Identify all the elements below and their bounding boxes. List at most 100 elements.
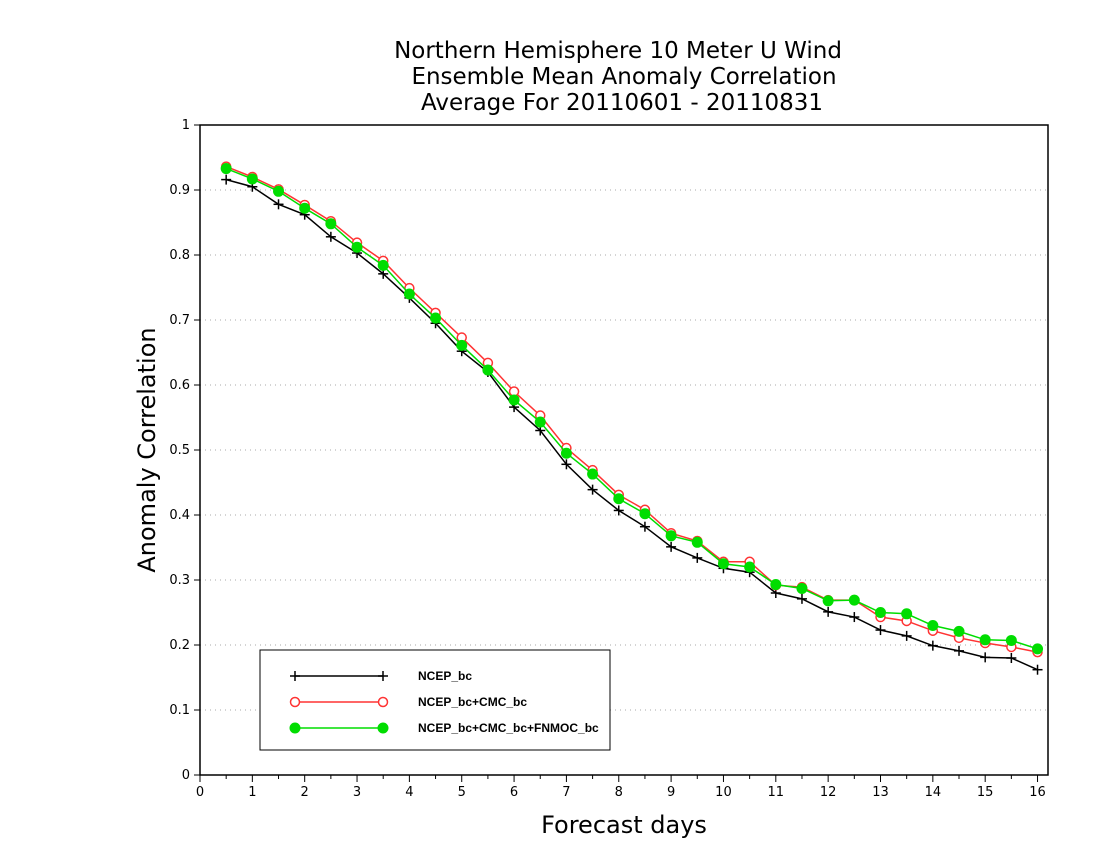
legend-label: NCEP_bc (418, 669, 472, 683)
legend: NCEP_bc NCEP_bc+CMC_bc NCEP_bc+CMC_bc+FNMO… (259, 649, 611, 751)
data-point (613, 505, 624, 516)
x-tick-label: 4 (405, 785, 413, 800)
data-point (691, 536, 703, 548)
y-tick-label: 0.6 (169, 378, 190, 393)
y-tick-label: 0 (182, 768, 190, 783)
data-point (692, 552, 703, 563)
x-tick-label: 9 (667, 785, 675, 800)
data-point (561, 459, 572, 470)
data-point (246, 173, 258, 185)
data-point (613, 493, 625, 505)
series-line (225, 167, 1038, 650)
data-point (717, 558, 729, 570)
x-tick-label: 10 (715, 785, 732, 800)
x-tick-label: 7 (562, 785, 570, 800)
legend-marker (378, 671, 388, 681)
data-point (299, 202, 311, 214)
grid (200, 189, 1048, 711)
data-point (456, 339, 468, 351)
data-point (927, 620, 939, 631)
data-point (482, 364, 494, 376)
legend-marker (290, 671, 300, 681)
data-point (325, 231, 336, 242)
legend-box (259, 649, 611, 751)
data-point (848, 594, 860, 606)
data-point (665, 530, 677, 542)
title-line-1: Northern Hemisphere 10 Meter U Wind (394, 38, 842, 64)
y-tick-label: 0.9 (169, 183, 190, 198)
title-line-3: Average For 20110601 - 20110831 (421, 90, 823, 116)
data-point (954, 645, 965, 656)
series-line (225, 178, 1038, 671)
data-point (849, 612, 860, 623)
data-point (377, 259, 389, 271)
y-tick-label: 0.4 (169, 508, 190, 523)
x-tick-label: 6 (510, 785, 518, 800)
series-layer (220, 161, 1044, 675)
data-point (534, 416, 546, 428)
legend-entry: NCEP_bc+CMC_bc+FNMOC_bc (289, 721, 599, 735)
data-point (1005, 634, 1017, 646)
legend-entry: NCEP_bc+CMC_bc (289, 695, 527, 709)
y-tick-label: 0.2 (169, 638, 190, 653)
series-1 (221, 174, 1043, 675)
data-point (770, 579, 782, 591)
data-point (1032, 643, 1044, 655)
x-tick-label: 1 (248, 785, 256, 800)
data-point (823, 606, 834, 617)
data-point (796, 582, 808, 594)
data-point (875, 625, 886, 636)
data-point (508, 394, 520, 406)
y-axis: 0 0.1 0.2 0.3 0.4 0.5 0.6 0.7 0.8 0.9 1 (169, 118, 200, 783)
legend-marker (377, 696, 389, 708)
data-point (403, 288, 415, 300)
data-point (666, 541, 677, 552)
data-point (980, 652, 991, 663)
y-tick-label: 0.1 (169, 703, 190, 718)
x-tick-label: 2 (301, 785, 309, 800)
data-point (744, 561, 756, 573)
data-point (874, 607, 886, 618)
y-tick-label: 0.7 (169, 313, 190, 328)
data-point (901, 630, 912, 641)
x-tick-label: 8 (615, 785, 623, 800)
data-point (901, 608, 913, 620)
x-tick-label: 15 (977, 785, 994, 800)
data-point (430, 312, 442, 324)
x-tick-label: 12 (820, 785, 837, 800)
data-point (1032, 664, 1043, 675)
x-tick-label: 0 (196, 785, 204, 800)
data-point (639, 521, 650, 532)
data-point (273, 199, 284, 210)
data-point (351, 241, 363, 253)
data-point (325, 218, 337, 230)
data-point (587, 468, 599, 480)
data-point (220, 163, 232, 175)
data-point (273, 185, 285, 197)
data-point (796, 593, 807, 604)
legend-marker (377, 722, 389, 734)
legend-marker (289, 722, 301, 734)
data-point (953, 625, 965, 637)
legend-entry: NCEP_bc (290, 669, 472, 683)
x-axis: 0 1 2 3 4 5 6 7 8 9 10 11 12 13 14 15 16 (196, 775, 1046, 800)
data-point (927, 640, 938, 651)
title-line-2: Ensemble Mean Anomaly Correlation (411, 64, 836, 90)
chart-title: Northern Hemisphere 10 Meter U Wind Ense… (394, 38, 842, 116)
y-tick-label: 0.8 (169, 248, 190, 263)
x-tick-label: 3 (353, 785, 361, 800)
series-3 (220, 163, 1044, 655)
x-tick-label: 11 (768, 785, 785, 800)
legend-label: NCEP_bc+CMC_bc (418, 695, 527, 709)
legend-label: NCEP_bc+CMC_bc+FNMOC_bc (418, 721, 599, 735)
legend-marker (289, 696, 301, 708)
y-tick-label: 0.3 (169, 573, 190, 588)
data-point (1006, 653, 1017, 663)
data-point (979, 634, 991, 646)
y-tick-label: 0.5 (169, 443, 190, 458)
x-tick-label: 14 (925, 785, 942, 800)
x-tick-label: 16 (1029, 785, 1046, 800)
y-axis-label: Anomaly Correlation (133, 327, 161, 572)
x-tick-label: 5 (458, 785, 466, 800)
